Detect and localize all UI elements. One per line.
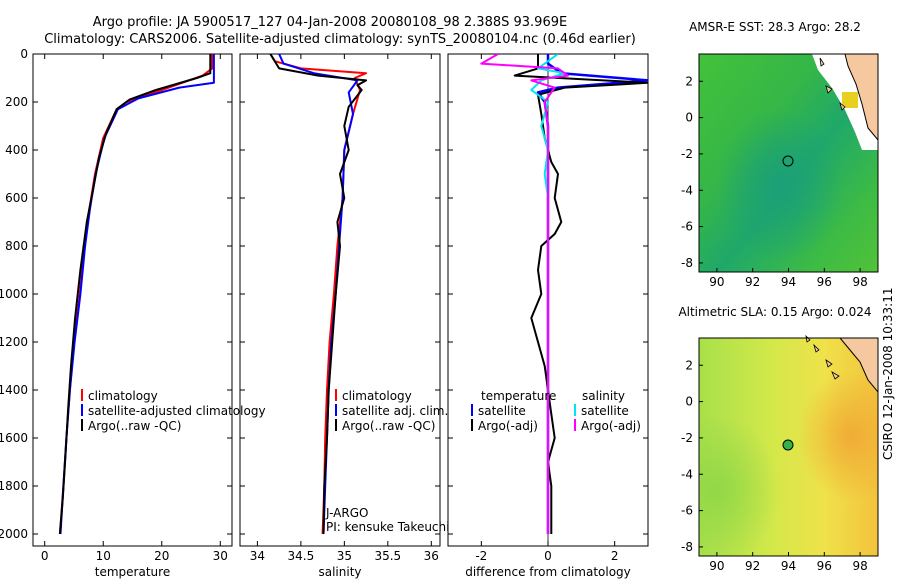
legend-label: satellite <box>478 404 526 418</box>
salinity-line-satellite-adj-clim- <box>278 54 359 535</box>
legend-label: climatology <box>342 389 412 403</box>
legend-label: Argo(-adj) <box>581 419 641 433</box>
difference-series <box>480 54 648 534</box>
sst-map-ytick-label: 0 <box>685 111 693 125</box>
legend-label: satellite adj. clim. <box>342 404 448 418</box>
depth-tick-label: 0 <box>20 47 28 61</box>
salinity-frame <box>239 53 441 547</box>
footer-timestamp: CSIRO 12-Jan-2008 10:33:11 <box>881 288 895 460</box>
salinity-xtick-label: 35 <box>337 549 352 563</box>
sst-map-ytick-label: -4 <box>681 183 693 197</box>
sst-map-ytick-label: -6 <box>681 220 693 234</box>
temperature-line-argo-raw-qc- <box>58 54 212 535</box>
sst-map-title: AMSR-E SST: 28.3 Argo: 28.2 <box>689 20 861 34</box>
sla-islands <box>805 334 840 380</box>
temperature-xtick-label: 30 <box>213 549 228 563</box>
sla-map-ytick-label: -2 <box>681 431 693 445</box>
legend-header-temperature: temperature <box>481 389 556 403</box>
salinity-series <box>269 54 368 535</box>
salinity-xtick-label: 34.5 <box>288 549 315 563</box>
legend-label: satellite-adjusted climatology <box>88 404 266 418</box>
sla-map-xtick-label: 90 <box>709 559 724 573</box>
legend-header-salinity: salinity <box>582 389 625 403</box>
depth-tick-label: 400 <box>5 143 28 157</box>
sst-map-xtick-label: 96 <box>817 275 832 289</box>
sst-map-ytick-label: -2 <box>681 147 693 161</box>
sla-map-ytick-label: 2 <box>685 358 693 372</box>
salinity-line-argo-raw-qc- <box>269 54 368 535</box>
temperature-xtick-label: 0 <box>41 549 49 563</box>
sst-islands <box>819 57 846 111</box>
float-annotation: J-ARGO <box>325 506 368 520</box>
depth-tick-label: 1000 <box>0 287 28 301</box>
sla-map-xtick-label: 98 <box>852 559 867 573</box>
sst-argo-marker <box>782 155 794 167</box>
difference-xlabel: difference from climatology <box>465 565 631 579</box>
sst-map-axes: 90 92 94 96 98 2 0 -2 -4 -6 -8 <box>681 74 868 289</box>
salinity-xtick-label: 35.5 <box>374 549 401 563</box>
legend-label: climatology <box>88 389 158 403</box>
sla-map-xtick-label: 96 <box>817 559 832 573</box>
sst-map-xtick-label: 94 <box>781 275 796 289</box>
sst-map-xtick-label: 92 <box>745 275 760 289</box>
temperature-panel: 0 10 20 30 0 200 400 600 800 1000 1200 1400 1600 1800… <box>0 47 266 579</box>
legend-label: Argo(..raw -QC) <box>342 419 435 433</box>
legend-label: Argo(..raw -QC) <box>88 419 181 433</box>
temperature-xtick-label: 20 <box>154 549 169 563</box>
depth-tick-label: 1400 <box>0 383 28 397</box>
sla-map-ytick-label: 0 <box>685 395 693 409</box>
difference-xtick-label: -2 <box>475 549 487 563</box>
depth-tick-label: 800 <box>5 239 28 253</box>
salinity-line-climatology <box>269 54 368 535</box>
legend-label: Argo(-adj) <box>478 419 538 433</box>
temperature-xtick-label: 10 <box>96 549 111 563</box>
difference-xtick-label: 2 <box>611 549 619 563</box>
legend-label: satellite <box>581 404 629 418</box>
sst-map-ytick-label: 2 <box>685 74 693 88</box>
salinity-xtick-label: 34 <box>250 549 265 563</box>
difference-line-temperature-satellite <box>536 54 648 534</box>
title-line-2: Climatology: CARS2006. Satellite-adjuste… <box>44 32 636 47</box>
sla-map-axes: 90 92 94 96 98 2 0 -2 -4 -6 -8 <box>681 358 868 573</box>
temperature-series <box>58 54 215 535</box>
sst-map: AMSR-E SST: 28.3 Argo: 28.2 90 92 94 96 98 2 0… <box>681 20 879 289</box>
depth-tick-label: 1600 <box>0 431 28 445</box>
sla-map-xtick-label: 92 <box>745 559 760 573</box>
temperature-line-climatology <box>58 54 214 535</box>
sst-map-ytick-label: -8 <box>681 256 693 270</box>
temperature-frame <box>32 53 233 547</box>
sla-argo-marker <box>782 439 794 451</box>
float-annotation: PI: kensuke Takeuchi <box>326 520 449 534</box>
temperature-line-satellite-adjusted-climatology <box>59 54 215 535</box>
sst-map-xtick-label: 90 <box>709 275 724 289</box>
sla-map: Altimetric SLA: 0.15 Argo: 0.024 90 92 94 9… <box>678 305 879 573</box>
difference-line-temperature-argo-adj- <box>513 54 648 534</box>
sla-map-ytick-label: -6 <box>681 504 693 518</box>
difference-panel: -2 0 2 difference from climatology temperatu… <box>447 53 649 579</box>
sla-map-ytick-label: -4 <box>681 467 693 481</box>
difference-xtick-label: 0 <box>544 549 552 563</box>
depth-tick-label: 600 <box>5 191 28 205</box>
temperature-xlabel: temperature <box>95 565 170 579</box>
title-line-1: Argo profile: JA 5900517_127 04-Jan-2008… <box>93 15 567 30</box>
sla-map-xtick-label: 94 <box>781 559 796 573</box>
sst-warm-patch <box>842 92 858 108</box>
sst-map-xtick-label: 98 <box>852 275 867 289</box>
depth-tick-label: 2000 <box>0 527 28 541</box>
difference-line-salinity-argo-adj- <box>480 54 569 534</box>
sla-map-ytick-label: -8 <box>681 540 693 554</box>
sla-map-title: Altimetric SLA: 0.15 Argo: 0.024 <box>678 305 871 319</box>
depth-tick-label: 1800 <box>0 479 28 493</box>
salinity-xlabel: salinity <box>318 565 361 579</box>
salinity-panel: 34 34.5 35 35.5 36 salinity climatologysatelli… <box>239 53 449 579</box>
depth-tick-label: 200 <box>5 95 28 109</box>
salinity-xtick-label: 36 <box>424 549 439 563</box>
depth-tick-label: 1200 <box>0 335 28 349</box>
